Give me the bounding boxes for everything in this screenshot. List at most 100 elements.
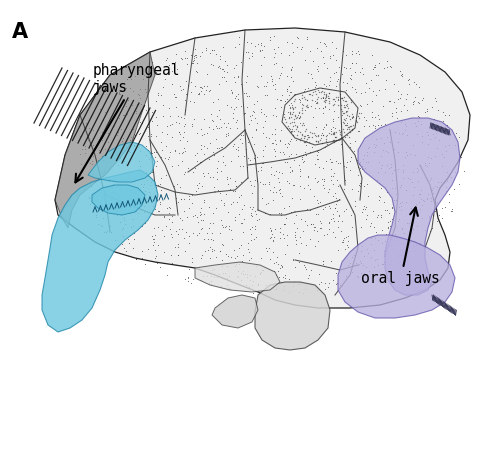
Point [284,114,292,122]
Point [301,132,309,140]
Point [166,122,174,129]
Point [188,59,196,66]
Point [302,221,310,228]
Point [218,262,226,270]
Point [410,120,418,127]
Point [439,153,447,160]
Point [177,225,185,232]
Point [232,252,240,260]
Point [162,143,170,150]
Point [430,94,438,102]
Point [411,122,419,130]
Point [413,177,421,184]
Point [294,259,302,266]
Point [332,45,340,52]
Point [181,169,189,176]
Point [256,41,264,49]
Point [320,98,328,105]
Point [197,182,205,189]
Point [369,223,377,230]
Point [364,122,372,130]
Point [331,205,339,212]
Point [297,130,305,138]
Point [327,127,335,135]
Point [139,184,147,191]
Point [305,48,313,55]
Point [320,40,328,47]
Point [387,176,395,183]
Point [372,229,380,236]
Point [401,122,409,129]
Point [149,242,157,249]
Point [386,253,394,261]
Point [339,163,347,170]
Point [312,99,320,107]
Point [168,233,176,240]
Point [221,190,229,198]
Point [128,125,136,132]
Point [353,187,361,194]
Point [201,248,209,255]
Point [318,257,326,264]
Point [215,189,223,196]
Point [299,289,307,297]
Point [282,178,290,185]
Point [410,93,418,100]
Point [196,158,204,166]
Point [286,120,294,127]
Point [117,144,125,151]
Point [311,123,319,130]
Point [81,149,89,157]
Point [123,75,131,82]
Point [305,185,313,193]
Point [327,159,335,166]
Point [370,144,378,151]
Point [350,147,358,154]
Point [126,136,134,143]
Point [179,195,187,203]
Point [213,95,221,103]
Point [283,96,291,103]
Point [147,130,155,137]
Point [157,128,165,135]
Point [296,182,304,189]
Point [231,93,239,100]
Point [196,255,204,262]
Point [299,184,307,192]
Point [171,118,179,126]
Point [312,179,320,186]
Point [302,126,310,133]
Point [338,79,346,86]
Point [394,252,402,260]
Point [295,280,303,288]
Point [104,139,112,146]
Point [173,230,181,238]
Point [78,146,86,153]
Point [138,248,146,255]
Point [296,46,304,53]
Point [269,236,277,243]
Point [330,124,338,131]
Point [397,130,405,138]
Point [222,223,230,230]
Point [115,90,123,97]
Point [393,139,401,146]
Point [317,47,325,54]
Point [192,54,200,61]
Point [326,77,334,85]
Point [314,199,322,207]
Point [246,236,255,243]
Point [301,218,309,225]
Point [281,215,289,222]
Point [383,218,391,225]
Point [116,219,124,226]
Point [88,158,96,165]
Point [313,238,321,245]
Point [405,151,413,158]
Point [256,178,264,185]
Point [130,132,138,139]
Point [321,94,329,101]
Point [266,226,274,234]
Point [168,162,176,170]
Point [336,281,344,288]
